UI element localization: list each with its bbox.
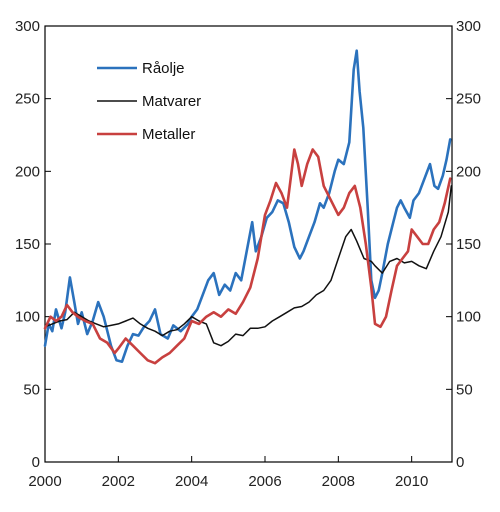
y-tick-label-right: 0: [456, 454, 464, 471]
y-tick-label-right: 100: [456, 309, 481, 326]
y-tick-label-left: 50: [23, 381, 40, 398]
series-line-2: [44, 185, 453, 347]
y-tick-label-left: 300: [15, 18, 40, 35]
y-tick-label-left: 100: [15, 309, 40, 326]
y-tick-label-right: 300: [456, 18, 481, 35]
y-tick-label-left: 0: [32, 454, 40, 471]
x-tick-label: 2004: [175, 473, 208, 490]
x-tick-label: 2000: [28, 473, 61, 490]
x-tick-label: 2008: [322, 473, 355, 490]
y-tick-label-left: 200: [15, 163, 40, 180]
legend-label-2: Matvarer: [142, 93, 201, 110]
y-tick-label-left: 150: [15, 236, 40, 253]
y-tick-label-right: 150: [456, 236, 481, 253]
series-line-3: [43, 148, 452, 365]
legend-label-3: Metaller: [142, 126, 195, 143]
series-layer: [43, 49, 453, 365]
y-tick-label-right: 50: [456, 381, 473, 398]
y-tick-label-right: 200: [456, 163, 481, 180]
legend: Råolje Matvarer Metaller: [97, 60, 201, 143]
x-tick-label: 2006: [248, 473, 281, 490]
x-tick-label: 2010: [395, 473, 428, 490]
y-tick-label-left: 250: [15, 91, 40, 108]
axes: 0 0 50 50 100 100 150 150 200 200 250 250 300 300 2000…: [15, 18, 481, 490]
x-tick-label: 2002: [102, 473, 135, 490]
y-tick-label-right: 250: [456, 91, 481, 108]
legend-label-1: Råolje: [142, 60, 185, 77]
